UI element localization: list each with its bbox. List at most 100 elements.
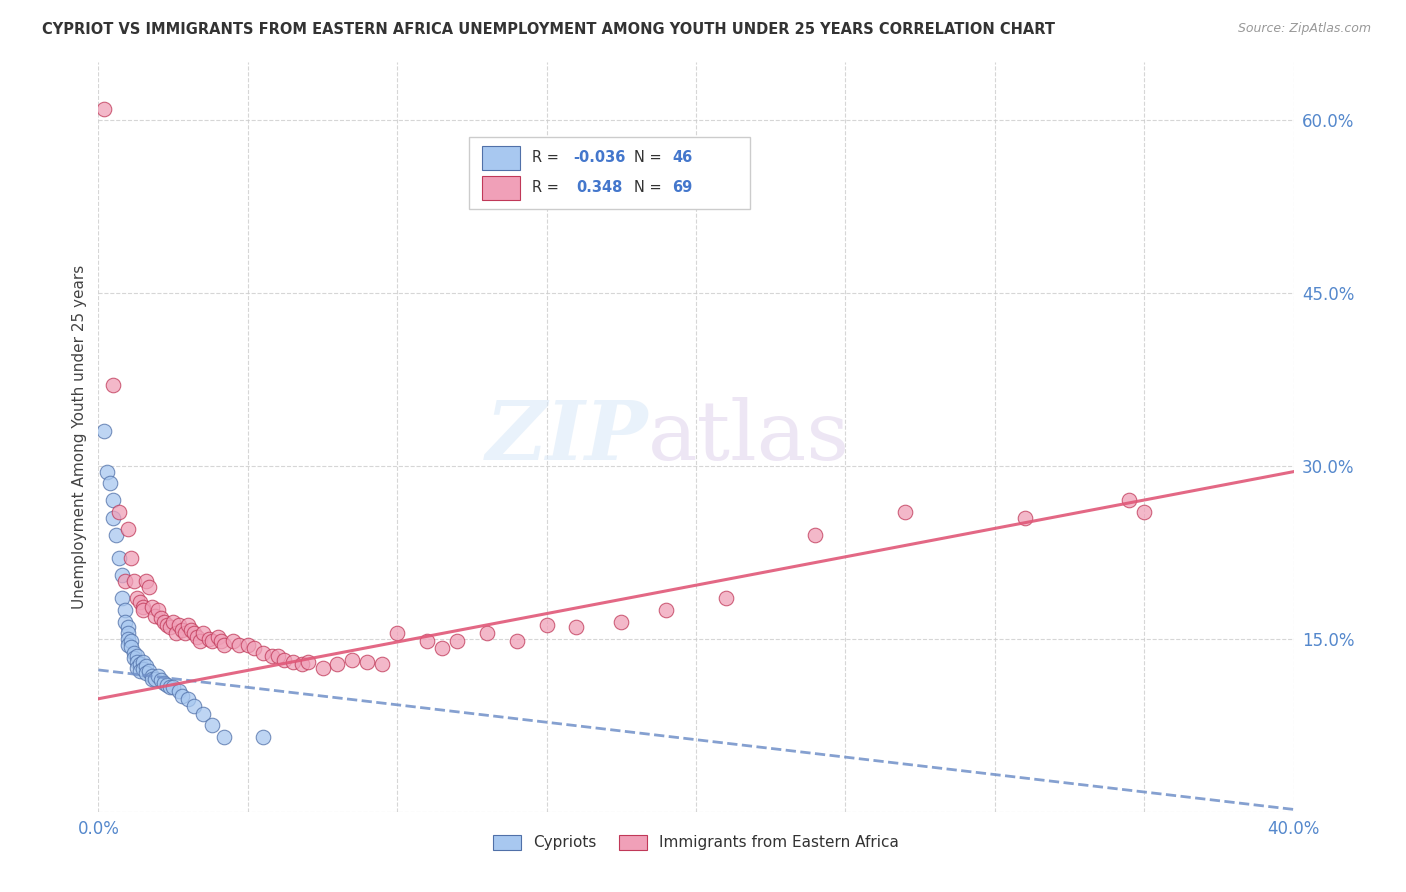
Point (132, 655, 155, 669)
Point (610, 615, 633, 629)
Point (111, 591, 134, 606)
Point (132, 662, 155, 676)
Point (117, 620, 139, 634)
Point (93, 425, 115, 439)
Point (1133, 505, 1156, 519)
Point (117, 632, 139, 646)
FancyBboxPatch shape (482, 176, 520, 200)
Point (153, 675, 176, 690)
Point (96, 465, 118, 479)
Point (371, 657, 394, 672)
Point (98, 476, 122, 491)
Point (117, 626, 139, 640)
Point (124, 574, 146, 589)
Point (536, 618, 558, 632)
Point (103, 510, 125, 524)
Point (103, 378, 125, 392)
Point (93, 102, 115, 116)
Text: R =: R = (533, 150, 564, 165)
Point (156, 618, 179, 632)
Point (475, 626, 498, 640)
Point (191, 706, 214, 721)
Point (655, 603, 678, 617)
Point (114, 615, 136, 629)
Point (148, 603, 170, 617)
Point (177, 618, 200, 632)
Point (162, 615, 184, 629)
Text: Source: ZipAtlas.com: Source: ZipAtlas.com (1237, 22, 1371, 36)
Point (103, 493, 125, 508)
Point (143, 608, 166, 623)
Point (430, 640, 453, 655)
Point (191, 626, 214, 640)
Point (201, 634, 224, 648)
Point (212, 730, 235, 744)
Point (174, 626, 197, 640)
Point (416, 634, 439, 648)
Point (117, 638, 139, 652)
Point (177, 691, 200, 706)
Point (129, 657, 152, 672)
Legend: Cypriots, Immigrants from Eastern Africa: Cypriots, Immigrants from Eastern Africa (486, 829, 905, 856)
Point (114, 603, 136, 617)
Point (252, 730, 274, 744)
Point (183, 698, 205, 713)
Point (297, 655, 319, 669)
Point (1014, 510, 1036, 524)
Point (114, 574, 136, 589)
Point (120, 640, 142, 654)
Point (162, 680, 184, 694)
Point (252, 646, 274, 660)
Point (127, 655, 149, 669)
Point (1118, 493, 1140, 508)
Point (172, 623, 194, 637)
Point (143, 672, 166, 686)
Point (342, 652, 364, 666)
Point (222, 634, 245, 648)
Point (132, 603, 155, 617)
Text: atlas: atlas (648, 397, 851, 477)
Point (159, 680, 181, 694)
Point (167, 683, 190, 698)
Point (141, 669, 163, 683)
Text: R =: R = (533, 180, 568, 195)
Point (228, 638, 250, 652)
Point (165, 626, 187, 640)
Point (127, 649, 149, 664)
Point (141, 672, 163, 686)
Text: CYPRIOT VS IMMIGRANTS FROM EASTERN AFRICA UNEMPLOYMENT AMONG YOUTH UNDER 25 YEAR: CYPRIOT VS IMMIGRANTS FROM EASTERN AFRIC… (42, 22, 1054, 37)
Point (129, 595, 152, 609)
Point (180, 623, 202, 637)
Text: N =: N = (634, 180, 666, 195)
Point (506, 634, 529, 648)
Point (120, 551, 142, 566)
Text: ZIP: ZIP (485, 397, 648, 477)
Point (172, 690, 194, 704)
Point (804, 528, 827, 542)
Point (153, 615, 176, 629)
Point (311, 660, 333, 674)
Point (209, 634, 232, 648)
Point (267, 649, 290, 664)
Point (714, 591, 737, 606)
Point (273, 652, 295, 666)
Point (446, 634, 468, 648)
Point (159, 620, 181, 634)
Point (124, 646, 146, 660)
Point (188, 634, 211, 648)
Point (281, 655, 304, 669)
Point (124, 651, 146, 665)
Point (201, 718, 224, 732)
FancyBboxPatch shape (470, 137, 749, 209)
Point (135, 574, 157, 589)
Point (127, 660, 149, 674)
Point (138, 664, 160, 678)
Point (135, 666, 157, 681)
Point (894, 505, 917, 519)
Point (167, 618, 190, 632)
Point (385, 626, 409, 640)
Y-axis label: Unemployment Among Youth under 25 years: Unemployment Among Youth under 25 years (72, 265, 87, 609)
Point (108, 505, 131, 519)
Text: 0.348: 0.348 (576, 180, 623, 195)
Point (120, 634, 142, 648)
